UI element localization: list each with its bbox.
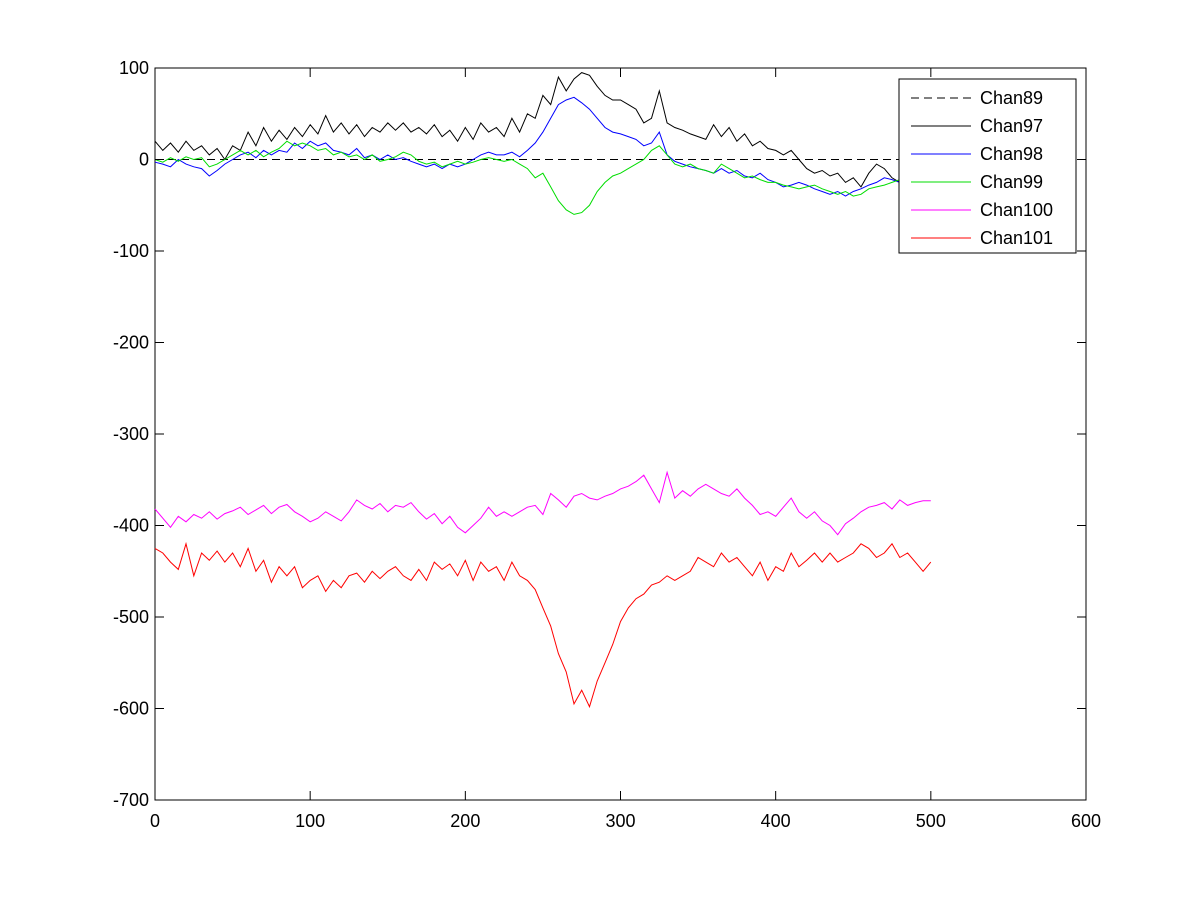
x-tick-label: 0 bbox=[150, 811, 160, 831]
x-tick-label: 400 bbox=[761, 811, 791, 831]
y-tick-label: -400 bbox=[113, 516, 149, 536]
series-line-chan98 bbox=[154, 96, 931, 197]
legend-box bbox=[898, 78, 1077, 254]
x-tick-label: 300 bbox=[605, 811, 635, 831]
series-line-chan99 bbox=[154, 140, 931, 215]
y-tick-label: -100 bbox=[113, 241, 149, 261]
x-tick-label: 500 bbox=[916, 811, 946, 831]
y-tick-label: -200 bbox=[113, 333, 149, 353]
y-tick-label: 100 bbox=[119, 58, 149, 78]
legend-label: Chan100 bbox=[980, 200, 1053, 220]
series-line-chan100 bbox=[154, 470, 931, 536]
y-tick-label: -700 bbox=[113, 790, 149, 810]
legend: Chan89 Chan97 Chan98 Chan99 Chan100 Chan101 bbox=[898, 78, 1077, 254]
legend-label: Chan97 bbox=[980, 116, 1043, 136]
series-line-chan97 bbox=[154, 72, 931, 188]
legend-label: Chan98 bbox=[980, 144, 1043, 164]
axis-layer: 0 100 200 300 400 500 600 -700 -600 -500 -400 -300 -… bbox=[113, 58, 1101, 831]
y-tick-label: -600 bbox=[113, 699, 149, 719]
legend-label: Chan89 bbox=[980, 88, 1043, 108]
x-tick-label: 100 bbox=[295, 811, 325, 831]
y-tick-label: 0 bbox=[139, 150, 149, 170]
series-line-chan101 bbox=[154, 541, 932, 709]
y-tick-label: -500 bbox=[113, 607, 149, 627]
series-layer bbox=[154, 72, 932, 709]
x-tick-label: 600 bbox=[1071, 811, 1101, 831]
x-tick-label: 200 bbox=[450, 811, 480, 831]
legend-label: Chan99 bbox=[980, 172, 1043, 192]
legend-label: Chan101 bbox=[980, 228, 1053, 248]
y-tick-label: -300 bbox=[113, 424, 149, 444]
